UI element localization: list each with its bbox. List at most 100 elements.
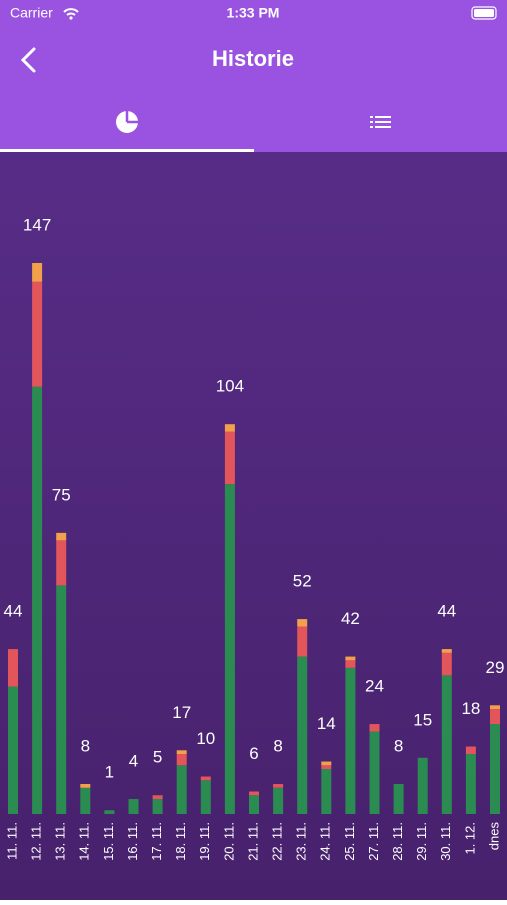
bar-segment <box>441 649 452 653</box>
battery <box>471 6 497 20</box>
x-tick-label: 12. 11. <box>29 822 44 861</box>
x-tick-label: 28. 11. <box>390 822 405 861</box>
time: 1:33 PM <box>227 5 280 21</box>
bar-segment <box>56 540 67 586</box>
bar-segment <box>297 619 308 627</box>
total-label: 44 <box>4 602 23 621</box>
bar-segment <box>369 724 380 732</box>
list-icon <box>370 116 373 118</box>
chart-tab[interactable] <box>116 111 138 133</box>
bar-segment <box>369 731 380 814</box>
bar-segment <box>104 810 115 814</box>
bar-segment <box>465 754 476 814</box>
total-label: 14 <box>317 714 336 733</box>
bar-segment <box>273 784 284 788</box>
total-label: 6 <box>249 744 258 763</box>
total-label: 24 <box>365 677 384 696</box>
bar-segment <box>176 765 187 814</box>
bar-segment <box>345 660 356 668</box>
total-label: 10 <box>196 729 215 748</box>
total-label: 147 <box>23 215 51 234</box>
pie-icon-cut <box>125 111 138 124</box>
total-label: 1 <box>105 763 114 782</box>
list-icon <box>375 126 391 128</box>
x-tick-label: 15. 11. <box>101 822 116 861</box>
total-label: 8 <box>394 736 403 755</box>
list-tab[interactable] <box>370 116 391 128</box>
bar-segment <box>321 761 332 766</box>
bar-segment <box>441 675 452 814</box>
total-label: 42 <box>341 609 360 628</box>
carrier: Carrier <box>10 5 53 21</box>
x-tick-label: 27. 11. <box>366 822 381 861</box>
list-icon <box>370 126 373 128</box>
back-button[interactable] <box>20 47 36 73</box>
total-label: 5 <box>153 748 162 767</box>
x-tick-label: 11. 11. <box>4 822 19 860</box>
bar-segment <box>490 709 500 725</box>
bar-segment <box>249 791 259 796</box>
bar-segment <box>297 626 308 657</box>
list-icon <box>375 116 391 118</box>
x-tick-label: 22. 11. <box>270 822 285 861</box>
x-tick-label: 13. 11. <box>53 822 68 861</box>
x-tick-label: dnes <box>486 822 501 851</box>
bar-segment <box>8 686 18 814</box>
bar-segment <box>490 724 500 814</box>
total-label: 104 <box>216 377 244 396</box>
bar-segment <box>80 787 91 814</box>
bar-segment <box>32 386 43 814</box>
bar-segment <box>224 431 235 485</box>
battery-level <box>474 9 494 17</box>
bar-segment <box>56 532 67 541</box>
x-tick-label: 20. 11. <box>221 822 236 861</box>
bar-segment <box>128 799 139 814</box>
x-tick-label: 21. 11. <box>245 822 260 861</box>
x-tick-label: 29. 11. <box>414 822 429 861</box>
bar-segment <box>345 656 356 661</box>
bar-segment <box>417 757 428 814</box>
wifi-icon <box>63 8 79 16</box>
total-label: 4 <box>129 751 138 770</box>
bar-segment <box>200 776 211 781</box>
title: Historie <box>212 46 294 71</box>
header-bar <box>0 0 507 152</box>
bar-segment <box>441 652 452 676</box>
bar-segment <box>321 769 332 814</box>
x-tick-label: 16. 11. <box>125 822 140 861</box>
tab-indicator <box>0 149 254 152</box>
bar-segment <box>176 750 187 755</box>
bar-segment <box>152 795 163 800</box>
wifi-dot <box>69 16 73 20</box>
total-label: 15 <box>413 710 432 729</box>
total-label: 17 <box>172 703 191 722</box>
total-label: 8 <box>273 736 282 755</box>
bar-segment <box>224 424 235 432</box>
x-tick-label: 19. 11. <box>197 822 212 861</box>
list-icon <box>375 121 391 123</box>
total-label: 8 <box>81 736 90 755</box>
x-tick-label: 30. 11. <box>438 822 453 861</box>
total-label: 52 <box>293 572 312 591</box>
bar-segment <box>56 585 67 814</box>
bar-segment <box>176 754 187 766</box>
bar-segment <box>80 784 91 788</box>
bar-segment <box>321 765 332 770</box>
bar-segment <box>152 799 163 814</box>
bar-segment <box>8 649 18 687</box>
bar-segment <box>32 263 43 282</box>
x-tick-label: 24. 11. <box>318 822 333 861</box>
bar-segment <box>32 281 43 387</box>
total-label: 29 <box>486 658 505 677</box>
x-tick-label: 1. 12. <box>462 822 477 855</box>
x-tick-label: 18. 11. <box>173 822 188 861</box>
x-tick-label: 23. 11. <box>294 822 309 861</box>
bar-segment <box>200 780 211 814</box>
x-tick-label: 17. 11. <box>149 822 164 861</box>
bar-segment <box>490 705 500 710</box>
list-icon <box>370 121 373 123</box>
total-label: 44 <box>437 602 456 621</box>
bar-segment <box>249 795 259 814</box>
total-label: 75 <box>52 485 71 504</box>
